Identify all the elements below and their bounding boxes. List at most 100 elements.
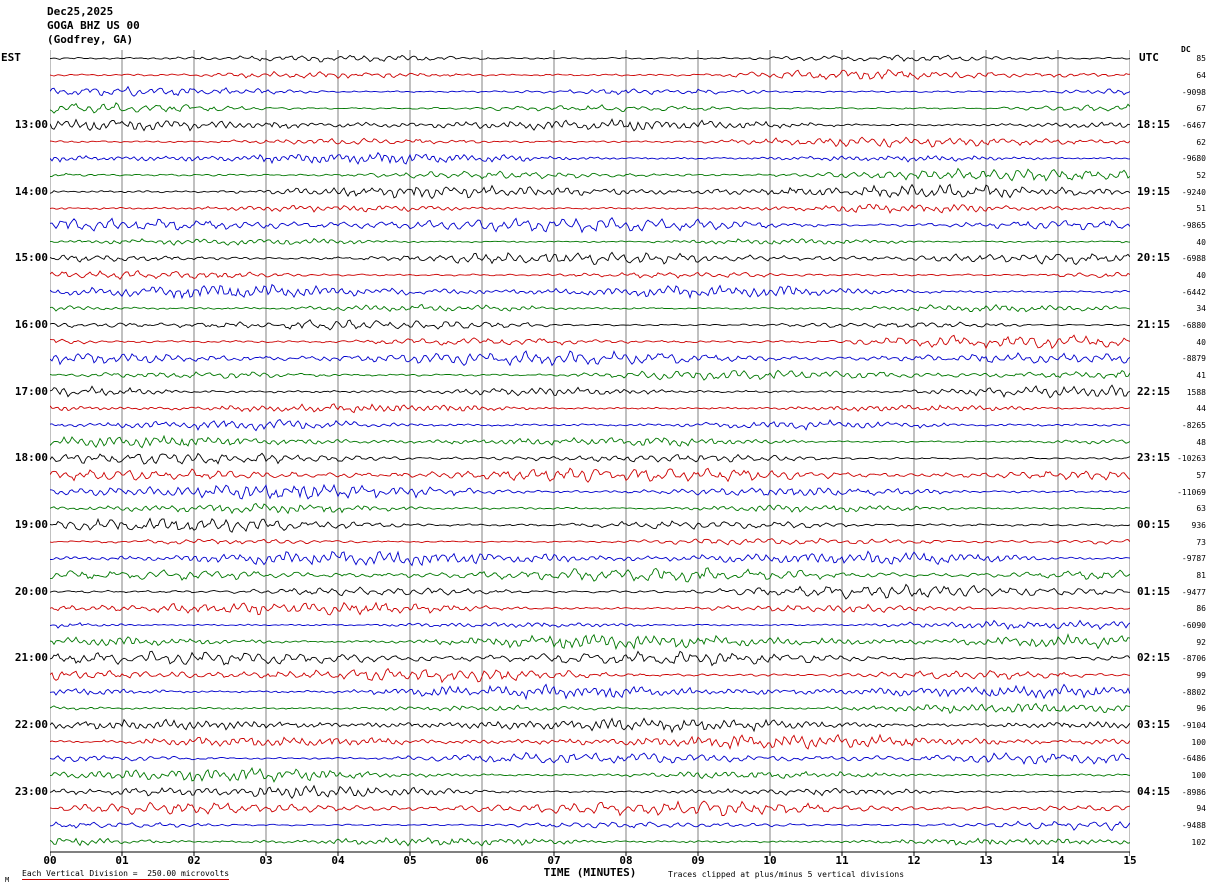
seismic-trace-row [50,502,1130,515]
dc-offset-value: 62 [1196,138,1206,147]
seismic-trace-row [50,384,1130,399]
seismic-trace-row [50,283,1130,300]
seismic-trace-row [50,650,1130,667]
seismic-trace-row [50,136,1130,148]
est-time-label: 14:00 [14,185,48,198]
seismic-trace-row [50,403,1130,414]
seismic-trace-row [50,69,1130,81]
seismic-trace-row [50,167,1130,182]
utc-time-label: 01:15 [1137,585,1171,598]
footer-clip-note: Traces clipped at plus/minus 5 vertical … [668,870,905,879]
dc-offset-value: -6467 [1181,121,1206,130]
dc-offset-value: 96 [1196,704,1206,713]
utc-time-label: 20:15 [1137,251,1171,264]
x-axis-tick-label: 05 [403,854,417,867]
dc-offset-value: -8879 [1181,354,1206,363]
utc-time-label: 02:15 [1137,651,1171,664]
x-axis-tick-label: 13 [979,854,993,867]
seismic-trace-row [50,550,1130,567]
seismic-trace-row [50,619,1130,631]
seismic-trace-row [50,334,1130,350]
est-time-label: 22:00 [14,718,48,731]
seismic-trace-row [50,717,1130,734]
seismic-trace-row [50,303,1130,313]
seismic-trace-row [50,183,1130,200]
seismic-trace-row [50,702,1130,715]
seismic-trace-row [50,419,1130,432]
dc-offset-value: -11069 [1177,488,1206,497]
footer-scale-note: Each Vertical Division = 250.00 microvol… [22,869,230,880]
seismic-trace-row [50,452,1130,465]
dc-offset-value: 34 [1196,304,1206,313]
x-axis-tick-label: 10 [763,854,777,867]
dc-offset-value: 94 [1196,804,1206,813]
seismic-trace-row [50,102,1130,114]
dc-offset-value: 85 [1196,54,1206,63]
dc-offset-value: 936 [1191,521,1206,530]
dc-offset-value: 92 [1196,638,1206,647]
utc-time-label: 04:15 [1137,785,1171,798]
dc-offset-value: 102 [1191,838,1206,847]
est-time-label: 23:00 [14,785,48,798]
dc-offset-value: -8802 [1181,688,1206,697]
dc-offset-value: 100 [1191,738,1206,747]
x-axis-tick-label: 02 [187,854,201,867]
seismic-trace-row [50,583,1130,600]
x-axis-tick-label: 08 [619,854,633,867]
dc-offset-value: 40 [1196,338,1206,347]
seismogram-plot [50,50,1130,856]
dc-offset-value: 40 [1196,238,1206,247]
seismic-trace-row [50,683,1130,701]
dc-offset-value: -6442 [1181,288,1206,297]
seismic-trace-row [50,251,1130,266]
dc-offset-value: 81 [1196,571,1206,580]
dc-offset-value: -9865 [1181,221,1206,230]
est-time-label: 18:00 [14,451,48,464]
utc-time-label: 00:15 [1137,518,1171,531]
seismic-trace-row [50,567,1130,583]
left-axis-header: EST [1,51,21,64]
dc-offset-value: -9680 [1181,154,1206,163]
seismic-trace-row [50,601,1130,616]
x-axis-label: TIME (MINUTES) [543,866,637,879]
dc-offset-value: -8706 [1181,654,1206,663]
seismic-trace-row [50,319,1130,331]
x-axis-tick-label: 12 [907,854,921,867]
dc-offset-value: 67 [1196,104,1206,113]
dc-offset-value: 99 [1196,671,1206,680]
seismic-trace-row [50,85,1130,97]
dc-offset-value: 51 [1196,204,1206,213]
x-axis-tick-label: 09 [691,854,705,867]
dc-offset-value: -9477 [1181,588,1206,597]
dc-offset-value: 73 [1196,538,1206,547]
est-time-label: 13:00 [14,118,48,131]
est-time-label: 15:00 [14,251,48,264]
footer-mark: M [5,876,10,884]
seismic-trace-row [50,483,1130,500]
dc-offset-value: -8265 [1181,421,1206,430]
seismic-trace-row [50,467,1130,483]
dc-offset-value: -10263 [1177,454,1206,463]
utc-time-label: 23:15 [1137,451,1171,464]
seismic-trace-row [50,237,1130,246]
seismic-trace-row [50,203,1130,214]
x-axis-tick-label: 11 [835,854,849,867]
seismic-trace-row [50,800,1130,817]
x-axis-tick-label: 00 [43,854,57,867]
seismic-trace-row [50,820,1130,832]
dc-offset-value: -9104 [1181,721,1206,730]
dc-offset-value: 64 [1196,71,1206,80]
x-axis-tick-label: 14 [1051,854,1065,867]
seismic-trace-row [50,837,1130,847]
seismic-trace-row [50,767,1130,783]
dc-offset-value: -6880 [1181,321,1206,330]
dc-offset-value: 41 [1196,371,1206,380]
dc-offset-value: -9488 [1181,821,1206,830]
header-date: Dec25,2025 [47,5,114,18]
header-station: GOGA BHZ US 00 [47,19,140,32]
x-axis-tick-label: 15 [1123,854,1137,867]
x-axis-tick-label: 07 [547,854,561,867]
utc-time-label: 21:15 [1137,318,1171,331]
seismic-trace-row [50,350,1130,367]
